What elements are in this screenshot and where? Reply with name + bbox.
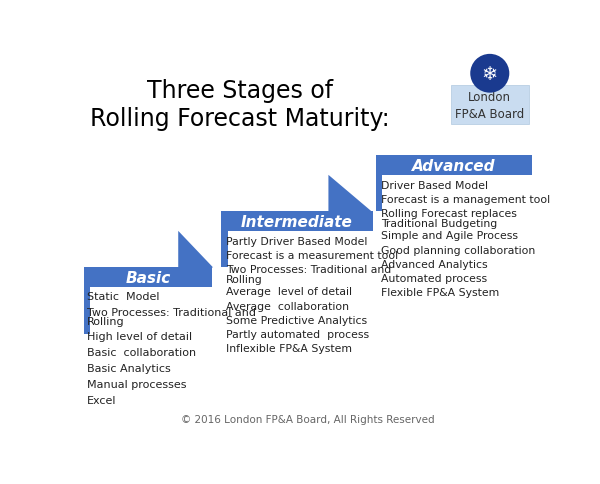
Text: Automated process: Automated process [381, 273, 487, 284]
Text: Average  level of detail: Average level of detail [226, 287, 352, 297]
Polygon shape [328, 176, 371, 212]
Text: Flexible FP&A System: Flexible FP&A System [381, 287, 499, 298]
Text: Simple and Agile Process: Simple and Agile Process [381, 231, 518, 241]
Text: Basic: Basic [125, 270, 171, 285]
Text: Intermediate: Intermediate [241, 214, 353, 229]
Text: Rolling: Rolling [226, 274, 263, 284]
Text: Inflexible FP&A System: Inflexible FP&A System [226, 344, 352, 353]
Text: Driver Based Model: Driver Based Model [381, 181, 488, 190]
Bar [221, 212, 373, 231]
Text: Some Predictive Analytics: Some Predictive Analytics [226, 315, 367, 325]
Bar [376, 176, 382, 212]
Bar [451, 86, 529, 125]
Bar [221, 231, 227, 268]
Text: Two Processes: Traditional and: Two Processes: Traditional and [226, 265, 391, 274]
Text: Two Processes: Traditional and: Two Processes: Traditional and [86, 307, 256, 317]
Text: Good planning collaboration: Good planning collaboration [381, 245, 535, 255]
Text: Basic  collaboration: Basic collaboration [86, 348, 196, 357]
Text: Rolling Forecast replaces: Rolling Forecast replaces [381, 209, 517, 219]
Text: High level of detail: High level of detail [86, 331, 192, 341]
Text: Basic Analytics: Basic Analytics [86, 363, 170, 373]
Text: Partly Driver Based Model: Partly Driver Based Model [226, 236, 367, 246]
Text: Manual processes: Manual processes [86, 379, 186, 389]
Text: Forecast is a management tool: Forecast is a management tool [381, 195, 550, 204]
Text: Three Stages of
Rolling Forecast Maturity:: Three Stages of Rolling Forecast Maturit… [90, 78, 390, 131]
Text: Static  Model: Static Model [86, 291, 159, 301]
Text: Advanced: Advanced [412, 158, 496, 173]
Text: London
FP&A Board: London FP&A Board [455, 91, 524, 121]
Text: © 2016 London FP&A Board, All Rights Reserved: © 2016 London FP&A Board, All Rights Res… [181, 414, 434, 424]
Bar [84, 287, 91, 334]
Text: Partly automated  process: Partly automated process [226, 330, 369, 339]
Text: Excel: Excel [86, 395, 116, 405]
Bar [84, 268, 212, 287]
Text: Advanced Analytics: Advanced Analytics [381, 259, 488, 269]
Text: ❄: ❄ [482, 65, 498, 84]
Text: Rolling: Rolling [86, 317, 124, 327]
Bar [376, 156, 532, 176]
Text: Forecast is a measurement tool: Forecast is a measurement tool [226, 250, 398, 260]
Text: Traditional Budgeting: Traditional Budgeting [381, 218, 497, 228]
Text: Average  collaboration: Average collaboration [226, 301, 349, 311]
Ellipse shape [470, 55, 509, 93]
Polygon shape [178, 231, 213, 268]
